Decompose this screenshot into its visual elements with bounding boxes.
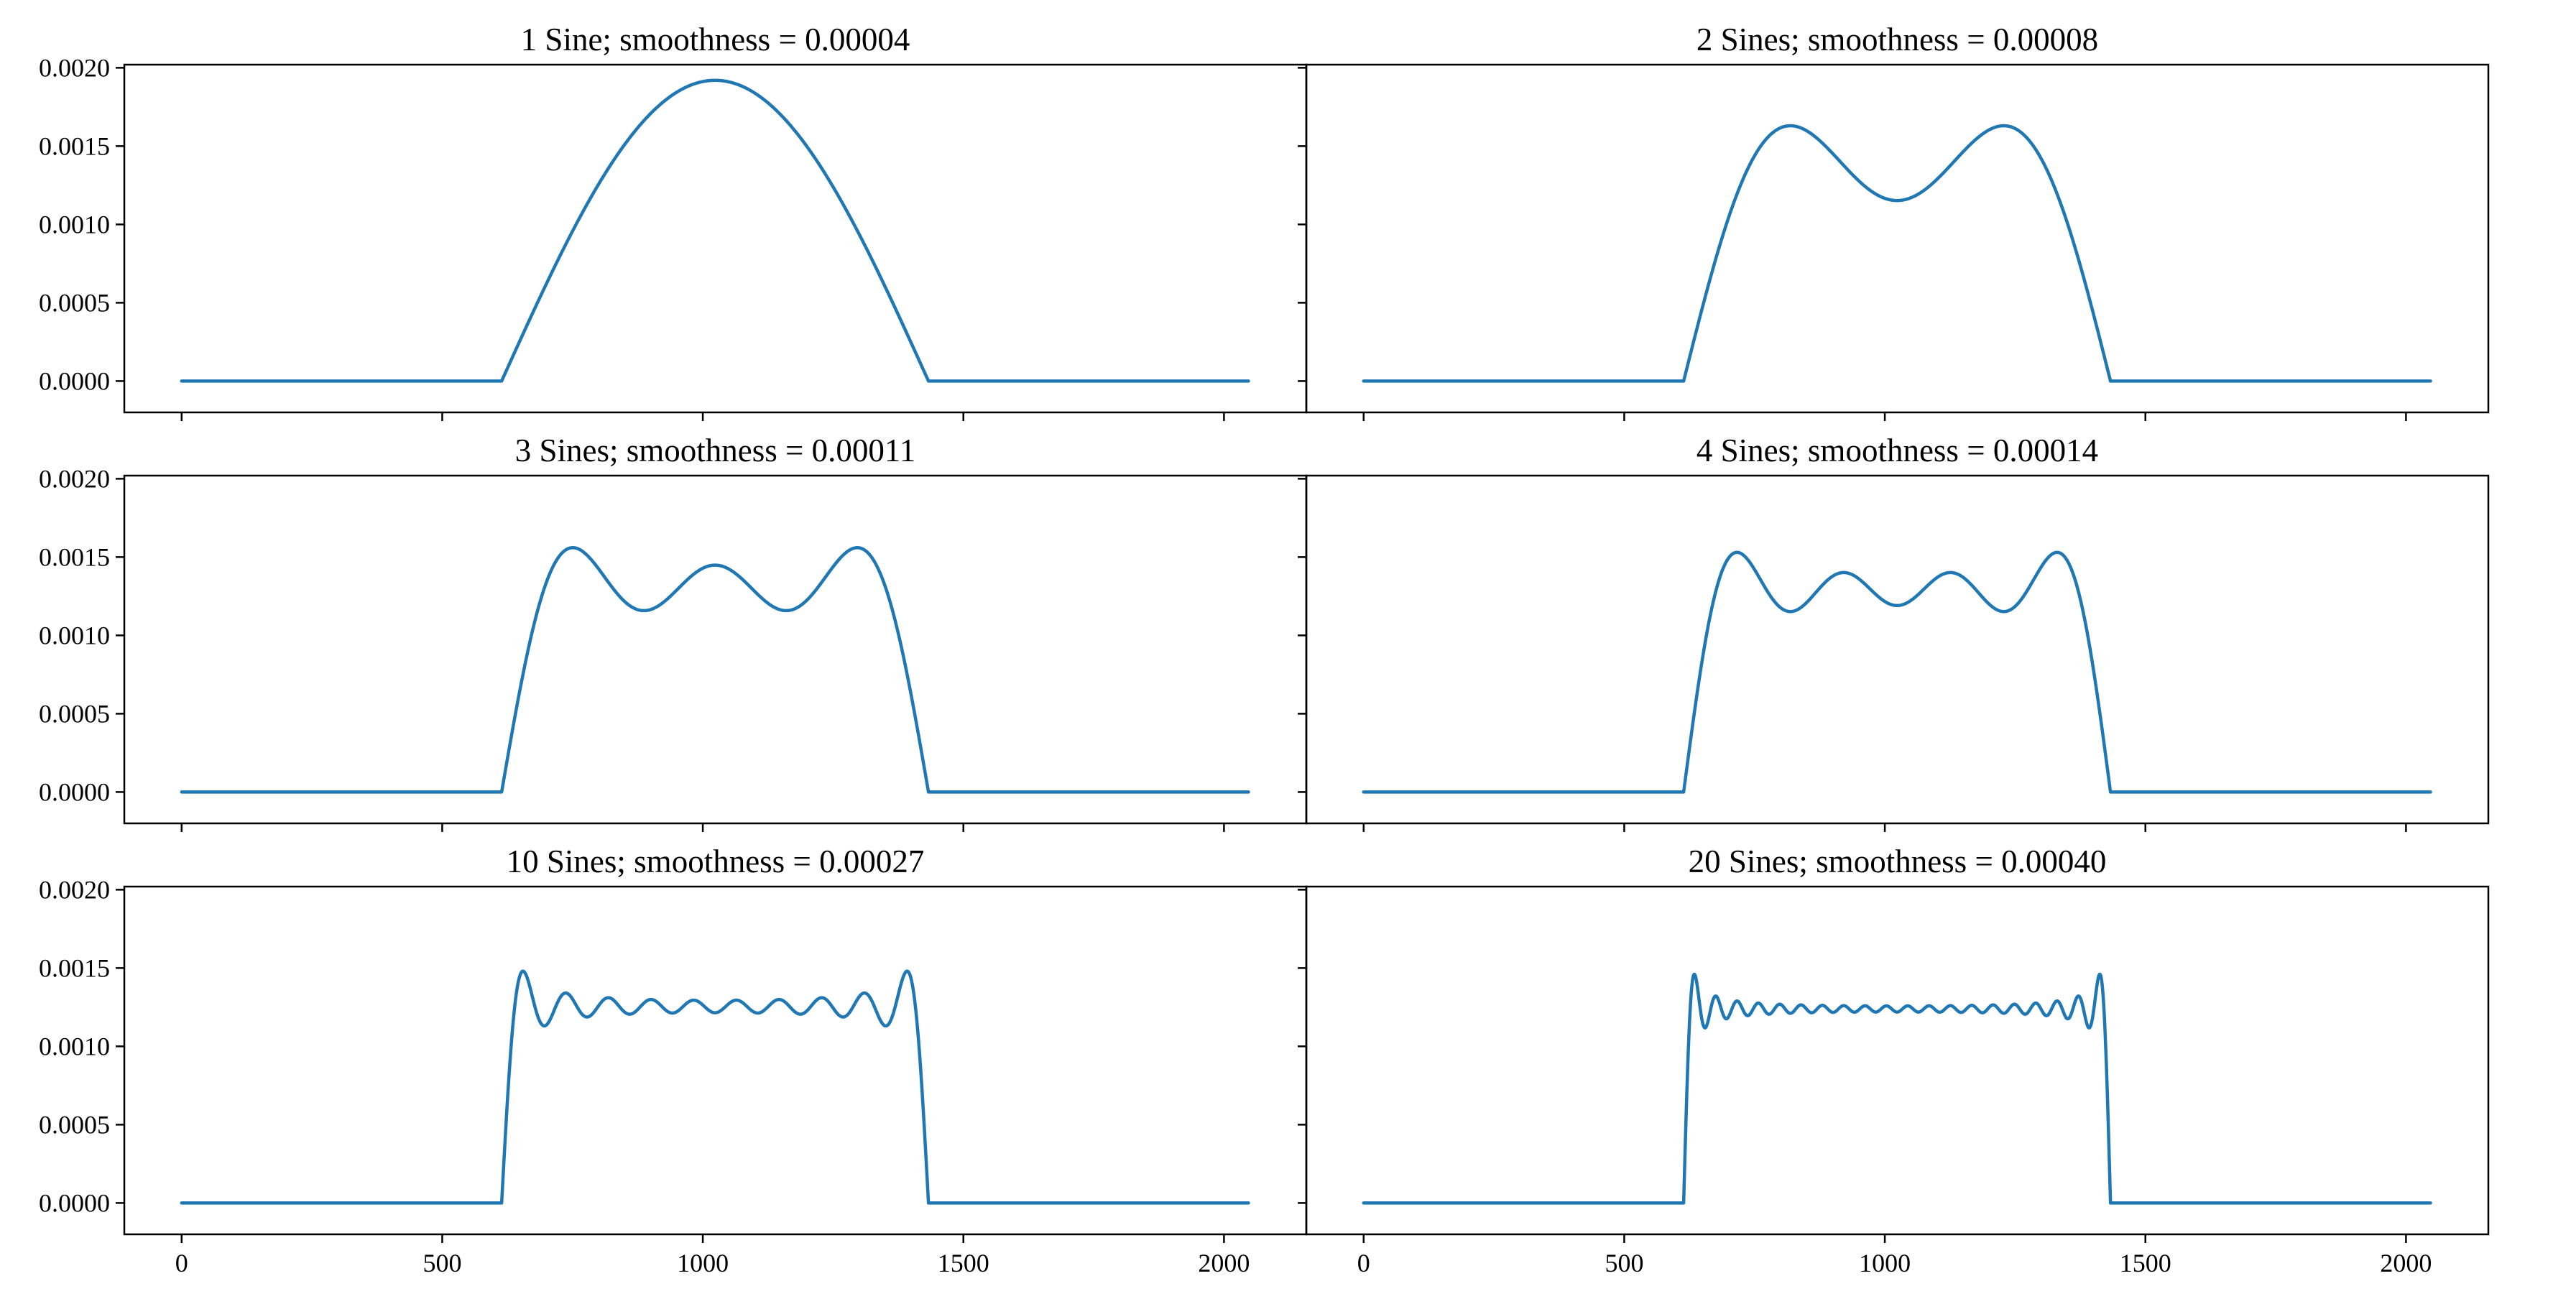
y-tick-label: 0.0010 [39, 210, 110, 239]
panel-title: 2 Sines; smoothness = 0.00008 [1696, 22, 2098, 57]
subplot-1: 1 Sine; smoothness = 0.00004 0.0000 0.0005… [39, 22, 1308, 421]
x-tick-label: 1500 [2120, 1249, 2171, 1277]
y-tick-label: 0.0005 [39, 699, 110, 728]
series-line [180, 78, 1250, 383]
axes-frame [123, 63, 1308, 414]
axes-frame [1305, 885, 2490, 1236]
x-tick-label: 2000 [1198, 1249, 1250, 1277]
y-tick-label: 0.0010 [39, 1032, 110, 1060]
y-tick-label: 0.0005 [39, 1110, 110, 1139]
y-tick-label: 0.0020 [39, 875, 110, 904]
x-tick-label: 2000 [2380, 1249, 2432, 1277]
panel-title: 4 Sines; smoothness = 0.00014 [1696, 433, 2098, 468]
subplot-2: 2 Sines; smoothness = 0.00008 [1298, 22, 2490, 421]
axes-frame [123, 474, 1308, 825]
subplot-6: 20 Sines; smoothness = 0.00040 0 500 1000 15… [1298, 843, 2490, 1277]
series-line [180, 546, 1250, 794]
panel-title: 20 Sines; smoothness = 0.00040 [1689, 843, 2107, 879]
x-tick-label: 1000 [1859, 1249, 1911, 1277]
y-tick-label: 0.0015 [39, 953, 110, 982]
x-tick-label: 1000 [677, 1249, 729, 1277]
panel-title: 10 Sines; smoothness = 0.00027 [507, 843, 925, 879]
x-tick-label: 500 [1605, 1249, 1643, 1277]
subplot-4: 4 Sines; smoothness = 0.00014 [1298, 433, 2490, 832]
subplot-5: 10 Sines; smoothness = 0.00027 0.0000 0.00… [39, 843, 1308, 1277]
y-tick-label: 0.0000 [39, 1188, 110, 1217]
axes-frame [1305, 63, 2490, 414]
y-tick-label: 0.0020 [39, 464, 110, 493]
x-tick-label: 0 [1357, 1249, 1370, 1277]
x-tick-label: 1500 [938, 1249, 989, 1277]
y-tick-label: 0.0015 [39, 542, 110, 571]
y-tick-label: 0.0005 [39, 288, 110, 317]
y-tick-label: 0.0000 [39, 366, 110, 395]
axes-frame [123, 885, 1308, 1236]
y-tick-label: 0.0020 [39, 53, 110, 82]
panel-title: 3 Sines; smoothness = 0.00011 [515, 433, 916, 468]
y-tick-label: 0.0015 [39, 131, 110, 160]
y-tick-label: 0.0000 [39, 777, 110, 806]
series-line [1362, 124, 2432, 383]
x-tick-label: 0 [175, 1249, 188, 1277]
series-line [180, 969, 1250, 1205]
x-tick-label: 500 [423, 1249, 461, 1277]
series-line [1362, 972, 2432, 1205]
axes-frame [1305, 474, 2490, 825]
series-line [1362, 550, 2432, 794]
panel-title: 1 Sine; smoothness = 0.00004 [521, 22, 910, 57]
y-tick-label: 0.0010 [39, 621, 110, 649]
subplot-3: 3 Sines; smoothness = 0.00011 0.0000 0.000… [39, 433, 1308, 832]
